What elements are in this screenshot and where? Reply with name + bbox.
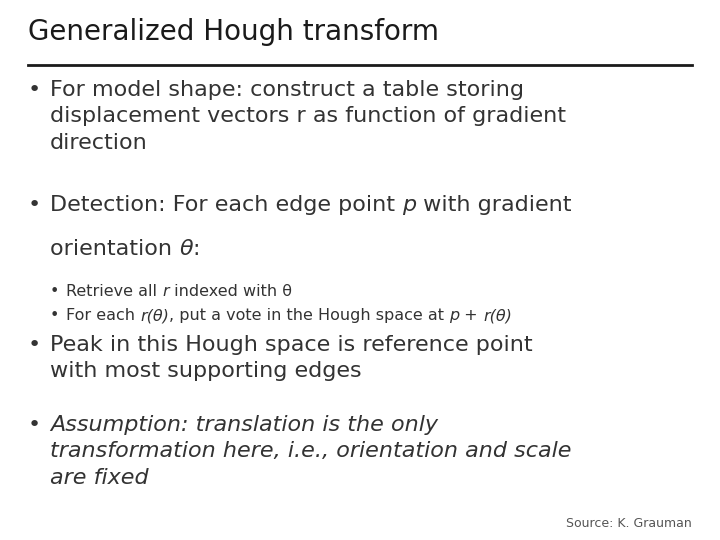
Text: , put a vote in the Hough space at: , put a vote in the Hough space at (169, 308, 449, 323)
Text: •: • (28, 80, 41, 100)
Text: Generalized Hough transform: Generalized Hough transform (28, 18, 439, 46)
Text: Retrieve all: Retrieve all (66, 284, 162, 299)
Text: with gradient: with gradient (416, 195, 572, 215)
Text: •: • (28, 335, 41, 355)
Text: •: • (50, 308, 59, 323)
Text: •: • (50, 284, 59, 299)
Text: :: : (193, 239, 200, 259)
Text: Source: K. Grauman: Source: K. Grauman (566, 517, 692, 530)
Text: orientation: orientation (50, 239, 179, 259)
Text: r(θ): r(θ) (483, 308, 512, 323)
Text: For each: For each (66, 308, 140, 323)
Text: Peak in this Hough space is reference point
with most supporting edges: Peak in this Hough space is reference po… (50, 335, 533, 381)
Text: +: + (459, 308, 483, 323)
Text: r(θ): r(θ) (140, 308, 169, 323)
Text: Detection: For each edge point: Detection: For each edge point (50, 195, 402, 215)
Text: •: • (28, 415, 41, 435)
Text: p: p (402, 195, 416, 215)
Text: r: r (162, 284, 168, 299)
Text: For model shape: construct a table storing
displacement vectors r as function of: For model shape: construct a table stori… (50, 80, 566, 153)
Text: θ: θ (179, 239, 193, 259)
Text: Assumption: translation is the only
transformation here, i.e., orientation and s: Assumption: translation is the only tran… (50, 415, 572, 488)
Text: •: • (28, 195, 41, 215)
Text: indexed with θ: indexed with θ (168, 284, 292, 299)
Text: p: p (449, 308, 459, 323)
